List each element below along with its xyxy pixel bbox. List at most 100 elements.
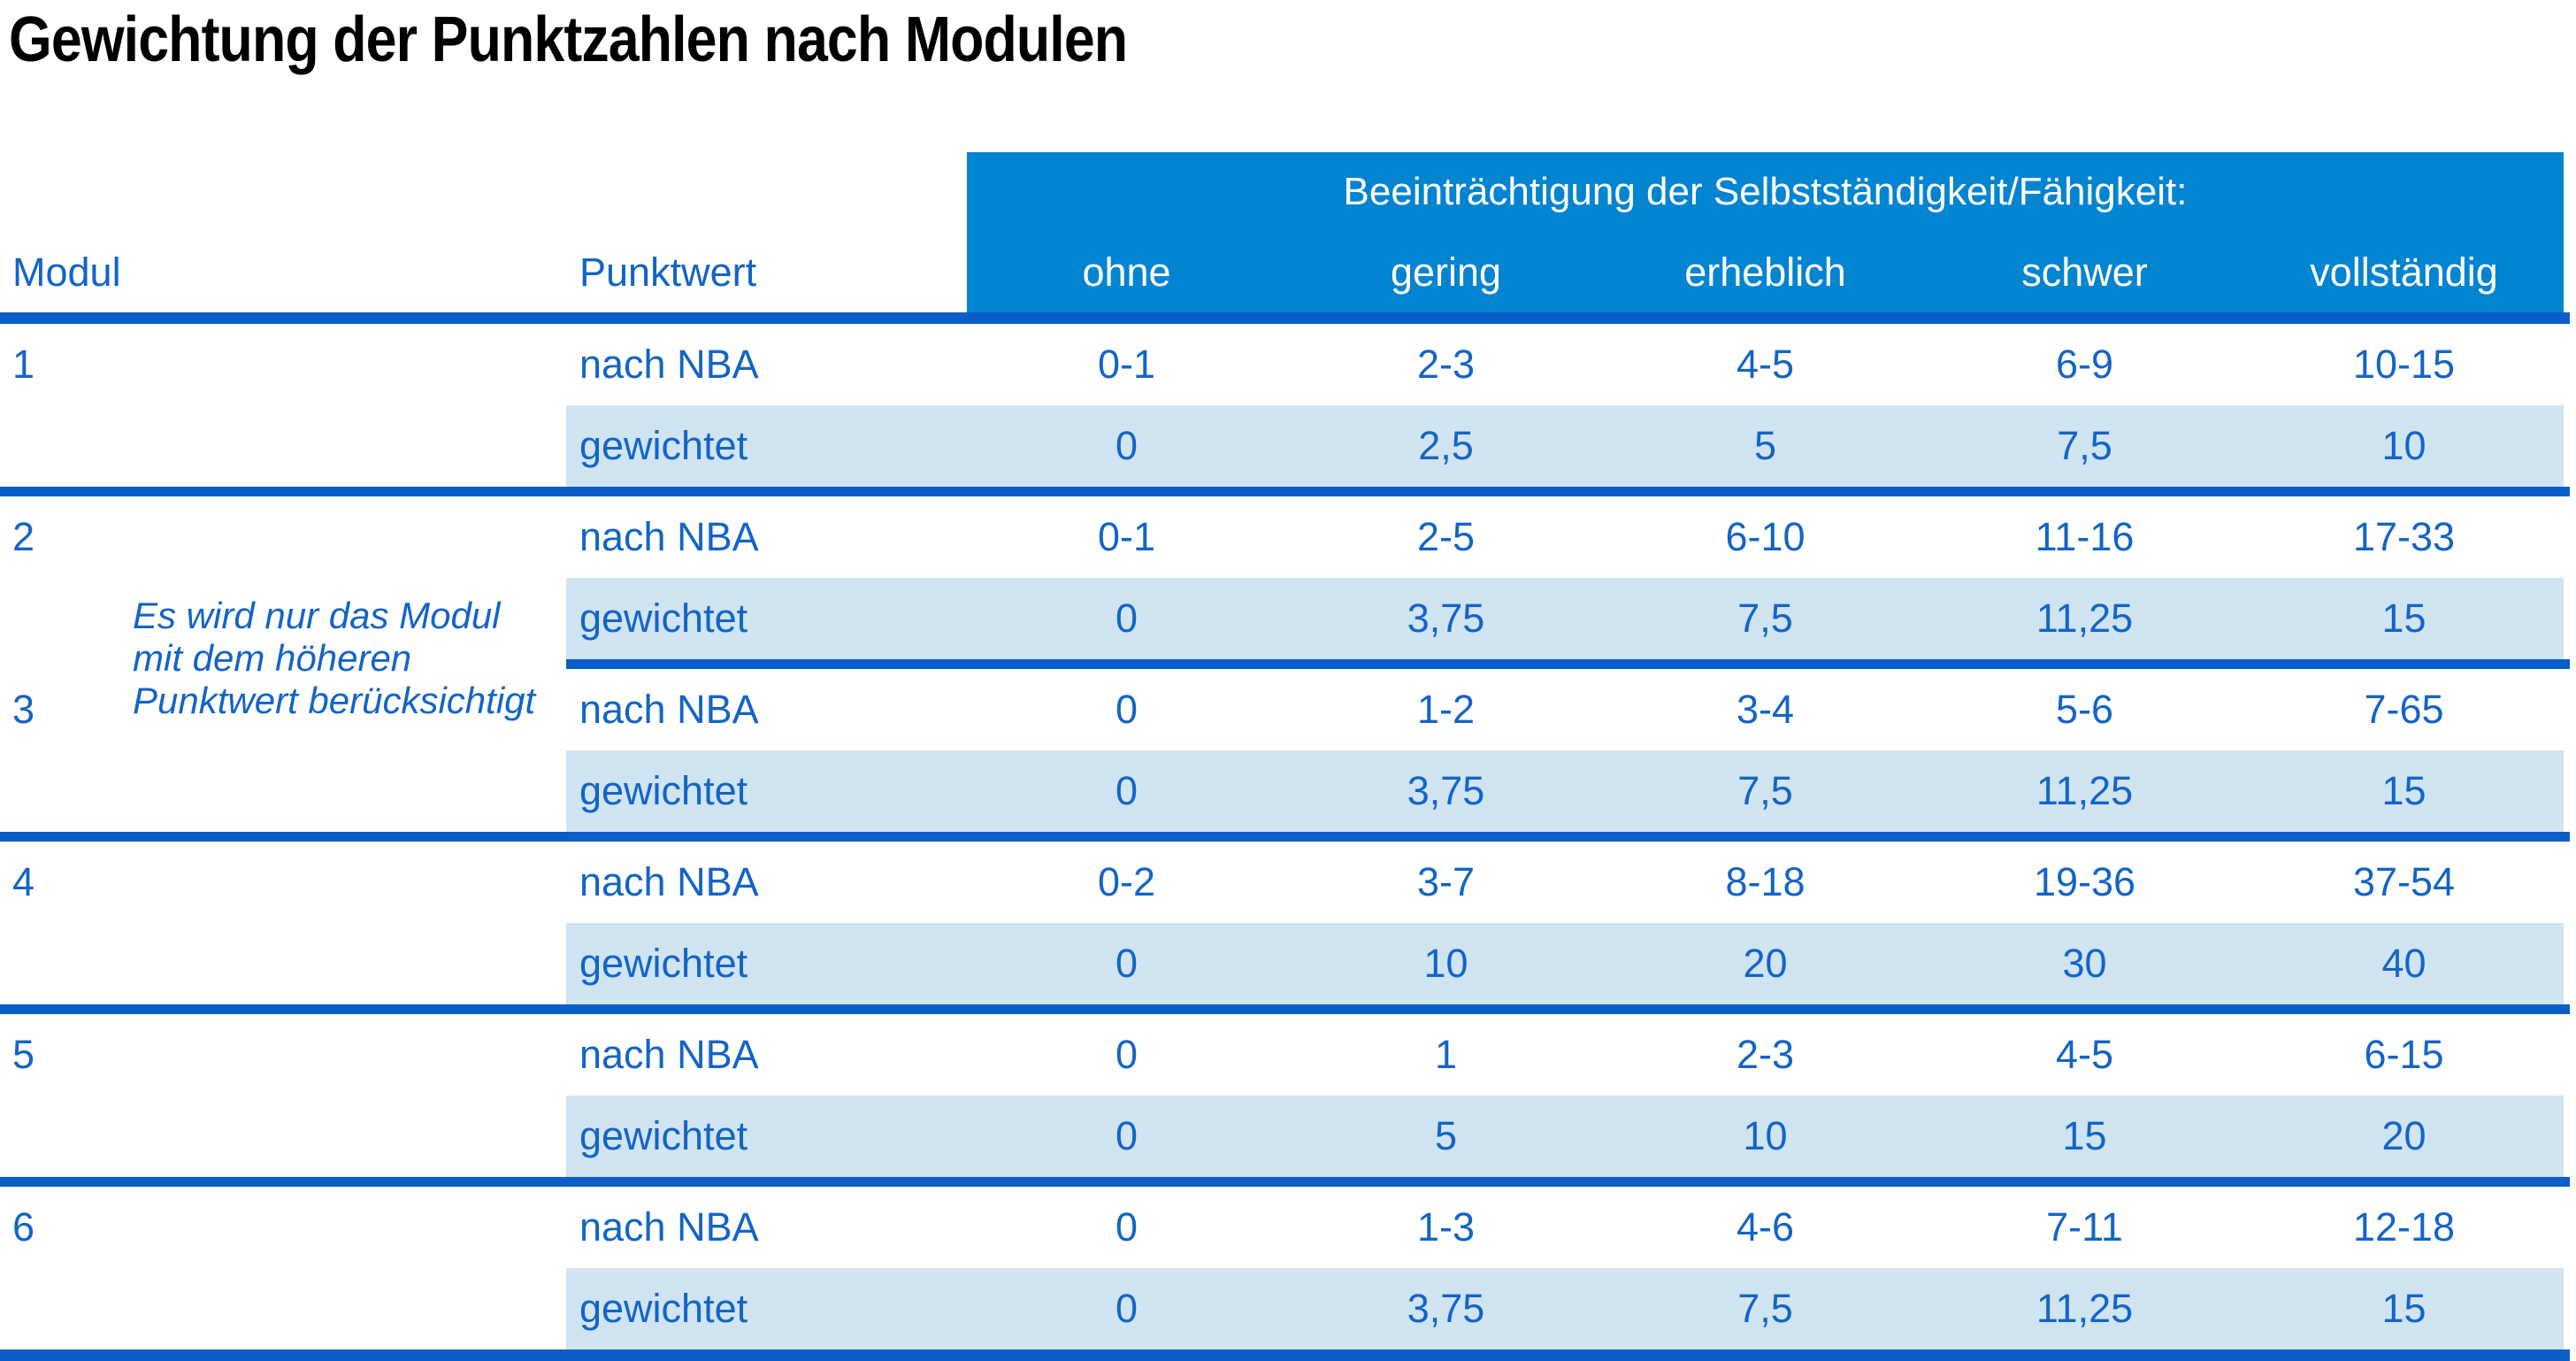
- column-header-modul: Modul: [12, 249, 121, 295]
- cell-value: 0: [967, 1096, 1286, 1177]
- row-label: nach NBA: [579, 1032, 759, 1077]
- column-header-schwer: schwer: [2021, 249, 2148, 295]
- table-body: 1 nach NBA 0-1 2-3 4-5 6-9 10-15 gewicht…: [0, 324, 2576, 1361]
- table-row-modul4-nba: 4 nach NBA 0-2 3-7 8-18 19-36 37-54: [0, 842, 2576, 923]
- row-label: gewichtet: [566, 1268, 967, 1349]
- row-label: nach NBA: [579, 687, 759, 732]
- module-number: 6: [12, 1204, 35, 1250]
- cell-value: 10: [2244, 405, 2564, 487]
- cell-value: 1: [1434, 1032, 1458, 1077]
- cell-value: 4-5: [1736, 342, 1795, 387]
- table-row-modul5-nba: 5 nach NBA 0 1 2-3 4-5 6-15: [0, 1014, 2576, 1096]
- cell-value: 6-9: [2055, 342, 2114, 387]
- cell-value: 0-1: [1097, 514, 1156, 559]
- module-note: Es wird nur das Modul mit dem höheren Pu…: [133, 595, 535, 722]
- cell-value: 10: [1286, 923, 1606, 1004]
- module-number-empty: [0, 1268, 566, 1349]
- table-row-modul1-nba: 1 nach NBA 0-1 2-3 4-5 6-9 10-15: [0, 324, 2576, 405]
- cell-value: 10-15: [2352, 342, 2456, 387]
- cell-value: 3-4: [1736, 687, 1795, 732]
- cell-value: 7,5: [1606, 1268, 1925, 1349]
- cell-value: 5-6: [2055, 687, 2114, 732]
- row-label: gewichtet: [566, 405, 967, 487]
- column-header-vollstaendig: vollständig: [2310, 249, 2498, 295]
- module-number: 1: [12, 342, 35, 387]
- cell-value: 20: [1606, 923, 1925, 1004]
- cell-value: 7,5: [1606, 578, 1925, 659]
- column-header-punktwert: Punktwert: [579, 249, 757, 295]
- cell-value: 7,5: [1925, 405, 2244, 487]
- cell-value: 3,75: [1286, 750, 1606, 832]
- table-bottom-bar: [0, 1349, 2570, 1361]
- table-row-modul4-gewichtet: gewichtet 0 10 20 30 40: [0, 923, 2576, 1004]
- cell-value: 17-33: [2352, 514, 2456, 559]
- table-row-modul2-gewichtet: gewichtet 0 3,75 7,5 11,25 15: [0, 578, 2576, 659]
- cell-value: 11-16: [2035, 514, 2135, 559]
- cell-value: 0: [1115, 687, 1138, 732]
- row-label: nach NBA: [579, 859, 759, 904]
- note-line: Punktwert berücksichtigt: [133, 680, 536, 721]
- row-label: gewichtet: [566, 578, 967, 659]
- level-headers: ohne gering erheblich schwer vollständig: [967, 232, 2564, 312]
- cell-value: 1-2: [1416, 687, 1476, 732]
- cell-value: 2-3: [1416, 342, 1476, 387]
- cell-value: 6-10: [1725, 514, 1806, 559]
- table-row-modul6-gewichtet: gewichtet 0 3,75 7,5 11,25 15: [0, 1268, 2576, 1349]
- cell-value: 0: [967, 405, 1286, 487]
- cell-value: 3,75: [1286, 578, 1606, 659]
- cell-value: 15: [2244, 750, 2564, 832]
- cell-value: 3-7: [1416, 859, 1476, 904]
- module-separator: [0, 1004, 2570, 1014]
- cell-value: 6-15: [2364, 1032, 2444, 1077]
- module-separator: [0, 487, 2570, 496]
- table-row-modul3-nba: 3 nach NBA 0 1-2 3-4 5-6 7-65: [0, 669, 2576, 750]
- cell-value: 10: [1606, 1096, 1925, 1177]
- note-line: Es wird nur das Modul: [133, 595, 501, 636]
- module-number-empty: [0, 1096, 566, 1177]
- cell-value: 1-3: [1416, 1204, 1476, 1250]
- cell-value: 0: [967, 578, 1286, 659]
- table-row-modul1-gewichtet: gewichtet 0 2,5 5 7,5 10: [0, 405, 2576, 487]
- cell-value: 11,25: [1925, 578, 2244, 659]
- module-number: 3: [12, 687, 35, 732]
- module-separator: [0, 832, 2570, 842]
- cell-value: 37-54: [2352, 859, 2456, 904]
- column-header-ohne: ohne: [1082, 249, 1171, 295]
- table-row-modul5-gewichtet: gewichtet 0 5 10 15 20: [0, 1096, 2576, 1177]
- cell-value: 15: [2244, 1268, 2564, 1349]
- cell-value: 2-5: [1416, 514, 1476, 559]
- cell-value: 12-18: [2352, 1204, 2456, 1250]
- cell-value: 0: [967, 923, 1286, 1004]
- note-line: mit dem höheren: [133, 637, 412, 679]
- cell-value: 20: [2244, 1096, 2564, 1177]
- cell-value: 30: [1925, 923, 2244, 1004]
- cell-value: 2-3: [1736, 1032, 1795, 1077]
- column-header-gering: gering: [1390, 249, 1502, 295]
- cell-value: 7,5: [1606, 750, 1925, 832]
- cell-value: 40: [2244, 923, 2564, 1004]
- module-separator: [0, 1177, 2570, 1187]
- table-row-modul3-gewichtet: gewichtet 0 3,75 7,5 11,25 15: [0, 750, 2576, 832]
- module-number-empty: [0, 923, 566, 1004]
- cell-value: 0: [967, 750, 1286, 832]
- row-label: gewichtet: [566, 1096, 967, 1177]
- cell-value: 11,25: [1925, 750, 2244, 832]
- row-label: nach NBA: [579, 1204, 759, 1250]
- cell-value: 4-5: [2055, 1032, 2114, 1077]
- module-number-empty: [0, 750, 566, 832]
- cell-value: 0-2: [1097, 859, 1156, 904]
- table-header-band: Beeinträchtigung der Selbstständigkeit/F…: [967, 152, 2564, 312]
- cell-value: 19-36: [2033, 859, 2136, 904]
- group-header: Beeinträchtigung der Selbstständigkeit/F…: [1343, 170, 2188, 213]
- row-label: nach NBA: [579, 514, 759, 559]
- cell-value: 7-11: [2046, 1204, 2123, 1250]
- cell-value: 3,75: [1286, 1268, 1606, 1349]
- cell-value: 7-65: [2364, 687, 2444, 732]
- page-title: Gewichtung der Punktzahlen nach Modulen: [9, 4, 1128, 75]
- cell-value: 2,5: [1286, 405, 1606, 487]
- module-separator-partial: [566, 659, 2570, 669]
- cell-value: 4-6: [1736, 1204, 1795, 1250]
- row-label: gewichtet: [566, 923, 967, 1004]
- row-label: nach NBA: [579, 342, 759, 387]
